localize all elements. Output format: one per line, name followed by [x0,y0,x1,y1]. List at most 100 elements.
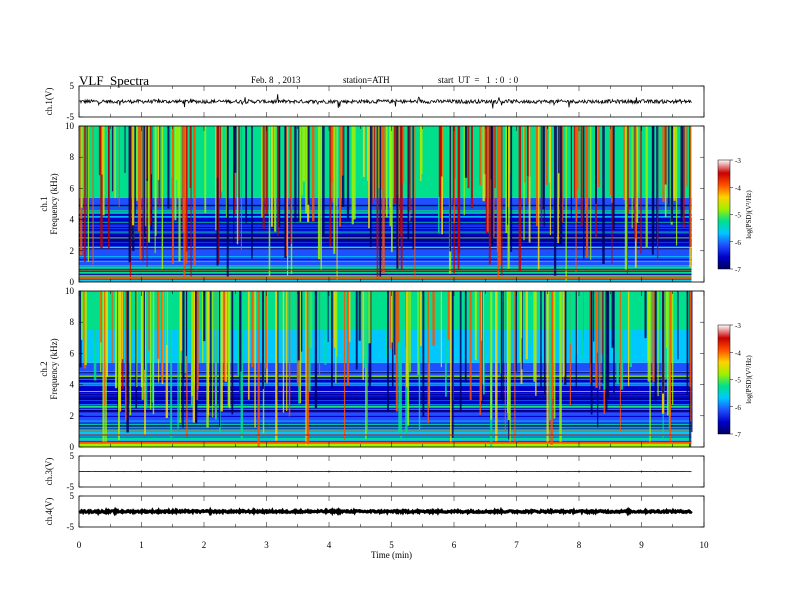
spectrogram-burst [191,291,194,397]
spectrogram-striation [79,420,692,422]
spectrogram-burst [79,291,82,368]
spectrogram-striation [79,278,692,280]
spectrogram-burst [540,291,542,391]
spectrogram-burst [297,291,300,361]
spectrogram-striation [79,225,692,227]
y-tick-label: 5 [70,451,75,461]
spectrogram-striation [79,379,692,381]
spectrogram-striation [79,408,692,410]
spectrogram-burst [368,126,370,229]
spectrogram-burst [537,126,540,271]
spectrogram-burst [677,291,679,360]
ch4-waveform-panel [78,495,705,528]
spectrogram-burst [438,126,440,234]
spectrogram-burst [509,291,511,444]
spectrogram-burst [680,126,683,223]
spectrogram-burst [490,291,493,420]
spectrogram-burst [271,126,273,227]
spectrogram-burst [463,126,465,216]
spectrogram-burst [226,126,229,278]
spectrogram-burst [565,126,567,282]
spectrogram-burst [390,126,393,253]
spectrogram-burst [510,126,513,252]
spectrogram-striation [79,246,692,248]
spectrogram-burst [185,291,188,356]
spectrogram-burst [551,291,554,399]
spectrogram-burst [300,291,303,352]
spectrogram-burst [301,126,303,196]
spectrogram-burst [274,126,277,232]
spectrogram-striation [79,404,692,406]
spectrogram-striation [79,427,692,429]
spectrogram-burst [379,126,382,278]
spectrogram-burst [237,291,240,376]
spectrogram-burst [373,126,376,199]
spectrogram-burst [640,126,642,254]
start-time-label: start UT = 1 : 0 : 0 [438,75,519,85]
spectrogram-burst [402,291,404,344]
spectrogram-burst [449,126,452,252]
spectrogram-burst [214,291,217,420]
spectrogram-burst [135,291,137,409]
spectrogram-striation [79,375,692,377]
spectrogram-burst [150,126,152,175]
spectrogram-burst [277,126,279,236]
spectrogram-burst [502,291,504,401]
spectrogram-burst [664,126,667,185]
spectrogram-burst [284,126,287,259]
spectrogram-burst [623,126,626,201]
spectrogram-burst [305,291,307,446]
spectrogram-striation [79,232,692,234]
spectrogram-burst [346,126,350,219]
spectrogram-burst [602,291,604,384]
spectrogram-burst [464,126,468,178]
spectrogram-striation [79,428,692,430]
spectrogram-line [79,269,692,271]
colorbar-tick-label: -3 [735,157,741,165]
spectrogram-burst [438,126,441,197]
ch3-waveform-panel [78,455,705,488]
spectrogram-burst [294,126,297,223]
y-tick-label: 0 [70,442,75,452]
spectrogram-striation [79,379,692,381]
spectrogram-burst [657,291,659,397]
spectrogram-striation [79,255,692,257]
y-axis-label: ch.1(V) [44,88,54,116]
spectrogram-burst [644,291,647,339]
spectrogram-burst [324,291,327,365]
spectrogram-striation [79,378,692,380]
spectrogram-striation [79,221,692,223]
spectrogram-burst [474,291,477,361]
spectrogram-striation [79,385,692,387]
spectrogram-striation [79,242,692,244]
spectrogram-burst [452,126,455,206]
spectrogram-burst [427,291,430,424]
spectrogram-burst [364,291,367,369]
spectrogram-burst [666,291,668,348]
spectrogram-burst [299,126,302,222]
spectrogram-burst [459,291,462,412]
spectrogram-striation [79,409,692,411]
spectrogram-burst [150,126,153,231]
y-tick-label: -5 [67,522,75,532]
spectrogram-burst [563,291,567,385]
spectrogram-burst [166,291,168,345]
spectrogram-striation [79,261,692,263]
spectrogram-burst [346,291,350,386]
spectrogram-burst [607,291,610,399]
y-axis-label: ch.2 [39,361,49,376]
spectrogram-burst [275,291,278,441]
spectrogram-striation [79,390,692,392]
spectrogram-striation [79,377,692,379]
spectrogram-striation [79,395,692,397]
spectrogram-burst [673,126,676,201]
spectrogram-burst [141,291,144,400]
ch4-waveform-trace [78,506,693,517]
spectrogram-striation [79,417,692,419]
spectrogram-striation [79,231,692,233]
spectrogram-burst [562,291,565,377]
spectrogram-burst [422,291,425,417]
spectrogram-burst [569,291,572,345]
spectrogram-burst [590,291,593,415]
spectrogram-burst [407,126,410,240]
